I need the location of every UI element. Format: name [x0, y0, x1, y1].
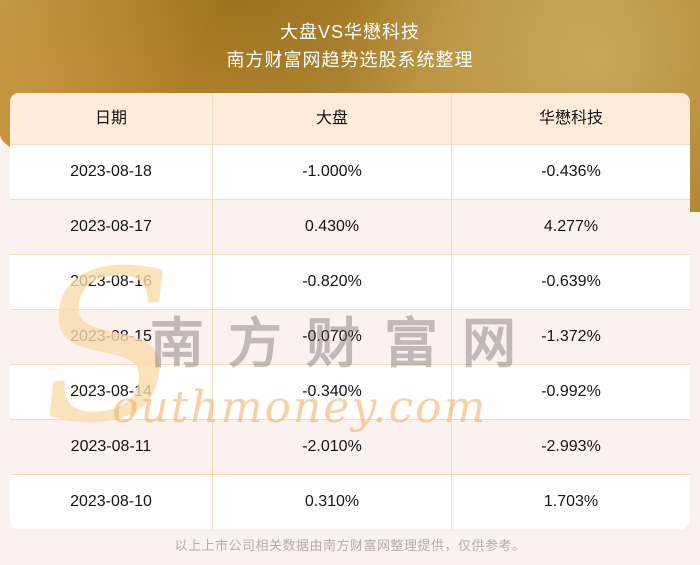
market-change-cell: -0.820% [213, 255, 452, 309]
market-change-cell: -0.340% [213, 365, 452, 419]
stock-change-cell: 1.703% [543, 493, 599, 510]
date-cell: 2023-08-15 [10, 310, 213, 364]
date-cell: 2023-08-17 [10, 200, 213, 254]
table-header-row: 日期 大盘 华懋科技 [10, 93, 690, 144]
table-row: 2023-08-11 -2.010% -2.993% [10, 419, 690, 474]
date-cell: 2023-08-10 [10, 475, 213, 529]
table-row: 2023-08-15 -0.070% -1.372% [10, 309, 690, 364]
column-header-market: 大盘 [213, 93, 452, 144]
stock-change-cell: -1.372% [541, 328, 601, 345]
stock-change-cell: -0.436% [541, 163, 601, 180]
date-cell: 2023-08-18 [10, 145, 213, 199]
comparison-table: 日期 大盘 华懋科技 2023-08-18 -1.000% -0.436% 20… [10, 93, 690, 529]
market-change-cell: 0.310% [213, 475, 452, 529]
market-change-cell: -1.000% [213, 145, 452, 199]
table-row: 2023-08-16 -0.820% -0.639% [10, 254, 690, 309]
table-row: 2023-08-17 0.430% 4.277% [10, 199, 690, 254]
date-cell: 2023-08-16 [10, 255, 213, 309]
column-header-stock: 华懋科技 [538, 110, 603, 127]
table-row: 2023-08-18 -1.000% -0.436% [10, 144, 690, 199]
stock-change-cell: -0.639% [541, 273, 601, 290]
date-cell: 2023-08-11 [10, 420, 213, 474]
stock-change-cell: -0.992% [541, 383, 601, 400]
table-row: 2023-08-10 0.310% 1.703% [10, 474, 690, 529]
page-subtitle: 南方财富网趋势选股系统整理 [226, 50, 474, 70]
footer-disclaimer: 以上上市公司相关数据由南方财富网整理提供，仅供参考。 [174, 538, 526, 553]
market-change-cell: -2.010% [213, 420, 452, 474]
column-header-date: 日期 [10, 93, 213, 144]
market-change-cell: 0.430% [213, 200, 452, 254]
stock-change-cell: -2.993% [541, 438, 601, 455]
table-row: 2023-08-14 -0.340% -0.992% [10, 364, 690, 419]
stock-change-cell: 4.277% [543, 218, 599, 235]
page-title: 大盘VS华懋科技 [279, 22, 420, 42]
date-cell: 2023-08-14 [10, 365, 213, 419]
page-header: 大盘VS华懋科技 南方财富网趋势选股系统整理 [0, 18, 700, 74]
market-change-cell: -0.070% [213, 310, 452, 364]
